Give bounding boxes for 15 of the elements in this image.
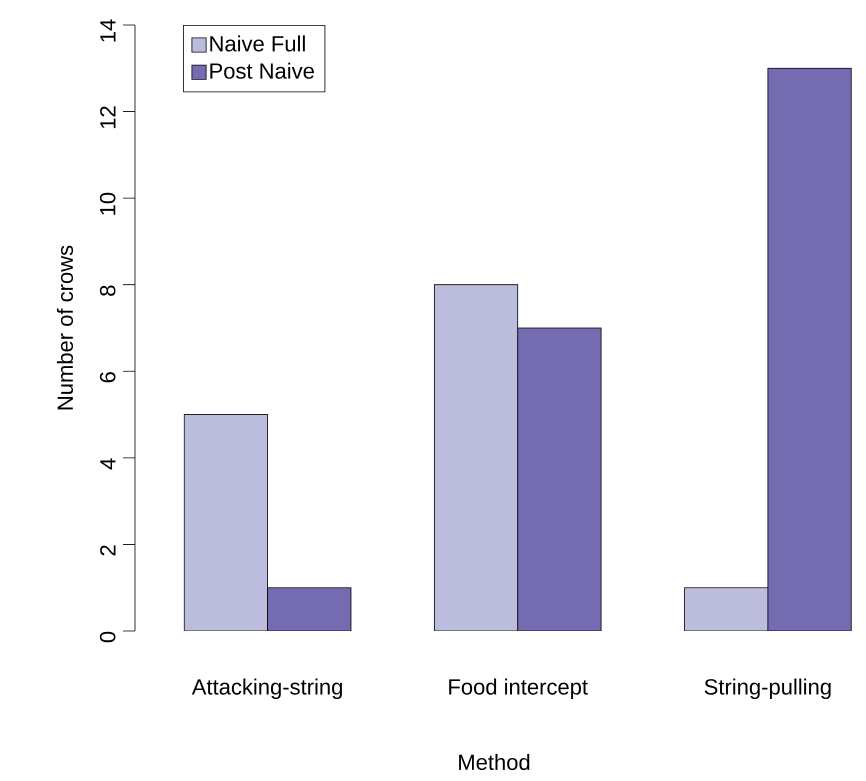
y-tick-label: 14	[100, 19, 116, 42]
y-tick-label: 8	[100, 286, 116, 296]
y-axis-title: Number of crows	[56, 246, 74, 410]
y-tick-label: 4	[100, 458, 116, 470]
y-tick-label: 6	[100, 372, 116, 382]
y-tick-label: 0	[100, 632, 116, 642]
legend-label: Naive Full	[210, 35, 305, 52]
y-tick-label: 2	[100, 545, 116, 556]
x-tick-label: Attacking-string	[192, 678, 342, 700]
x-tick-label: Food intercept	[449, 678, 588, 700]
x-axis-title: Method	[459, 754, 530, 770]
legend-label: Post Naive	[210, 62, 314, 79]
y-tick-label: 10	[100, 192, 116, 215]
x-tick-label: String-pulling	[704, 678, 831, 700]
y-tick-label: 12	[100, 106, 116, 128]
